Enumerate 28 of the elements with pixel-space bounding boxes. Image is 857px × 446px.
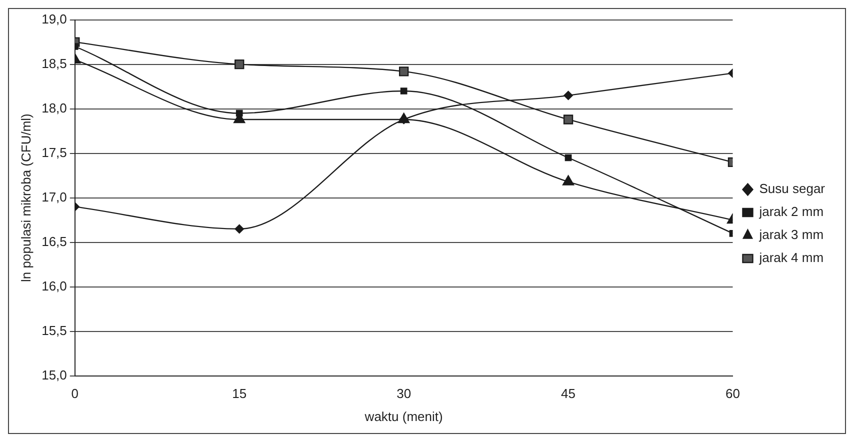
point xyxy=(564,90,573,100)
y-tick-label: 18,5 xyxy=(42,56,67,71)
y-axis-title: ln populasi mikroba (CFU/ml) xyxy=(18,114,34,282)
y-tick-label: 15,5 xyxy=(42,322,67,338)
y-tick-label: 16,0 xyxy=(42,278,67,294)
point xyxy=(234,224,244,234)
legend-label: jarak 3 mm xyxy=(758,227,824,242)
x-tick-label: 30 xyxy=(396,386,412,402)
legend-label: jarak 2 mm xyxy=(758,204,824,220)
point xyxy=(563,114,574,124)
point xyxy=(398,66,409,76)
y-tick-label: 15,0 xyxy=(42,367,67,382)
x-tick-label: 0 xyxy=(71,386,79,402)
y-tick-label: 16,5 xyxy=(42,234,67,249)
x-tick-label: 60 xyxy=(726,386,740,402)
y-tick-label: 17,0 xyxy=(42,189,67,204)
legend-label: jarak 4 mm xyxy=(758,250,824,266)
point xyxy=(400,88,408,94)
x-axis-title: waktu (menit) xyxy=(364,408,443,424)
x-tick-label: 15 xyxy=(232,386,247,402)
point xyxy=(234,59,244,70)
x-tick-label: 45 xyxy=(561,386,576,402)
y-tick-label: 19,0 xyxy=(42,11,67,26)
y-tick-label: 18,0 xyxy=(42,100,67,116)
point xyxy=(236,110,243,117)
y-tick-label: 17,5 xyxy=(42,144,67,160)
point xyxy=(564,154,572,162)
legend-label: Susu segar xyxy=(759,181,826,196)
